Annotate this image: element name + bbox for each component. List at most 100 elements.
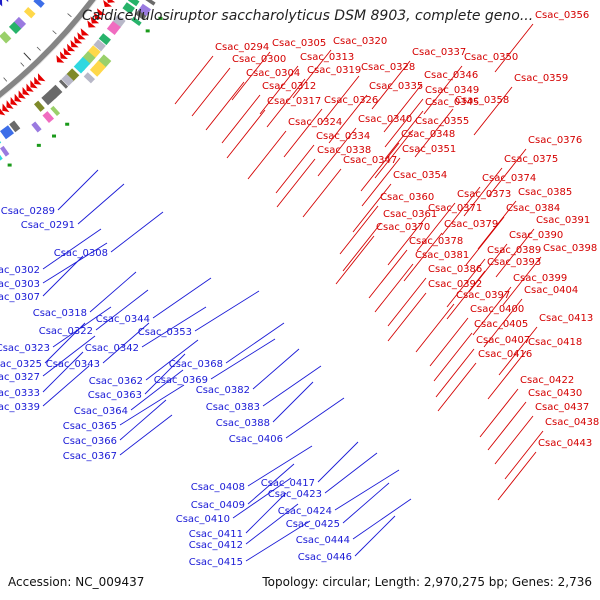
forward-gene-label: Csac_0404 [524,285,578,296]
forward-gene-label: Csac_0335 [369,81,423,92]
forward-gene-label: Csac_0376 [528,135,582,146]
outer-category-block [128,0,140,7]
forward-leader-line [497,451,537,501]
reverse-gene-label: Csac_0415 [189,557,243,568]
minor-tick [36,46,41,51]
forward-gene-mark [56,55,65,63]
outer-category-block [0,145,10,157]
reverse-leader-line [272,381,314,423]
forward-leader-line [423,65,463,115]
reverse-leader-line [354,515,396,557]
reverse-gene-label: Csac_0353 [138,327,192,338]
reverse-leader-line [110,211,164,253]
forward-gene-label: Csac_0422 [520,375,574,386]
outer-category-block [73,62,85,74]
forward-gene-label: Csac_0338 [317,145,371,156]
forward-gene-mark [30,80,38,89]
reverse-leader-line [232,477,292,519]
reverse-leader-line [252,348,300,390]
reverse-gene-mark [0,0,3,7]
reverse-leader-line [42,335,96,377]
forward-leader-line [384,110,424,160]
reverse-leader-line [152,277,212,319]
forward-leader-line [487,401,527,451]
forward-leader-line [487,148,527,198]
forward-leader-line [387,277,427,327]
forward-leader-line [414,108,454,158]
reverse-gene-label: Csac_0339 [0,402,40,413]
reverse-leader-line [342,482,390,524]
outer-category-block [89,66,101,77]
forward-leader-line [479,388,519,438]
forward-leader-line [335,235,375,285]
reverse-gene-label: Csac_0365 [63,421,117,432]
forward-leader-line [441,186,481,236]
reverse-leader-line [42,228,102,270]
reverse-gene-label: Csac_0308 [54,248,108,259]
reverse-leader-line [42,242,108,284]
forward-gene-label: Csac_0317 [267,96,321,107]
outer-category-block [97,54,112,69]
forward-gene-label: Csac_0443 [538,438,592,449]
forward-leader-line [504,430,544,480]
reverse-gene-label: Csac_0322 [39,326,93,337]
forward-gene-label: Csac_0393 [487,257,541,268]
reverse-leader-line [194,290,260,332]
outer-category-block [9,120,21,133]
reverse-gene-label: Csac_0343 [46,359,100,370]
forward-gene-mark [63,47,72,56]
reverse-gene-label: Csac_0323 [0,343,50,354]
forward-gene-label: Csac_0340 [358,114,412,125]
forward-gene-mark [87,20,96,28]
outer-category-block [33,100,45,112]
forward-leader-line [221,94,261,144]
forward-leader-line [416,202,456,252]
forward-gene-label: Csac_0320 [333,36,387,47]
reverse-leader-line [317,441,359,483]
reverse-leader-line [285,397,345,439]
outer-category-block [145,0,156,6]
reverse-leader-line [119,399,167,441]
forward-gene-label: Csac_0386 [428,264,482,275]
forward-gene-label: Csac_0346 [424,70,478,81]
outer-category-block [111,14,126,29]
reverse-leader-line [334,469,400,511]
forward-gene-mark [34,76,42,85]
forward-gene-label: Csac_0375 [504,154,558,165]
forward-leader-line [415,303,455,353]
forward-gene-label: Csac_0319 [307,65,361,76]
forward-gene-label: Csac_0350 [464,52,518,63]
reverse-gene-label: Csac_0369 [154,375,208,386]
forward-gene-mark [0,108,6,116]
backbone-arc [0,0,97,99]
forward-gene-mark [77,32,86,40]
reverse-leader-line [44,322,86,364]
forward-gene-mark [14,93,22,103]
forward-gene-label: Csac_0437 [535,402,589,413]
reverse-gene-label: Csac_0406 [229,434,283,445]
forward-gene-label: Csac_0300 [232,54,286,65]
outer-category-block [131,16,142,27]
forward-leader-line [328,94,368,144]
outer-category-block [86,45,101,60]
forward-gene-label: Csac_0371 [428,203,482,214]
forward-gene-label: Csac_0304 [246,68,300,79]
forward-gene-label: Csac_0294 [215,42,269,53]
forward-gene-mark [73,36,83,44]
forward-gene-label: Csac_0347 [343,155,397,166]
reverse-gene-label: Csac_0388 [216,418,270,429]
reverse-leader-line [95,289,149,331]
reverse-leader-line [145,339,199,381]
reverse-leader-line [225,322,285,364]
forward-gene-mark [107,0,116,3]
forward-leader-line [494,23,534,73]
forward-leader-line [502,256,542,306]
reverse-leader-line [52,306,112,348]
forward-gene-label: Csac_0391 [536,215,590,226]
reverse-leader-line [42,351,84,393]
forward-gene-mark [67,43,76,52]
outer-category-block [65,68,80,83]
forward-gene-label: Csac_0324 [288,117,342,128]
forward-leader-line [368,249,408,299]
reverse-gene-label: Csac_0417 [261,478,315,489]
